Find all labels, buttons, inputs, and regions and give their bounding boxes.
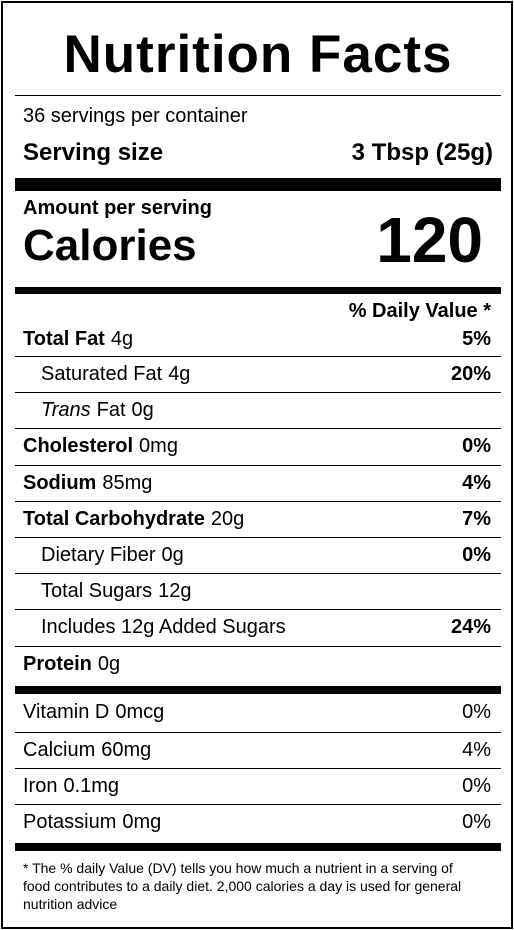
nutrient-row: Sodium 85mg 4% (15, 464, 501, 501)
nutrient-name-group: Total Sugars 12g (23, 580, 192, 603)
nutrient-amount: 0mg (122, 811, 162, 834)
daily-value: 0% (462, 544, 491, 567)
nutrient-row: Calcium 60mg 4% (15, 731, 501, 768)
nutrient-row: Total Fat 4g 5% (15, 322, 501, 356)
nutrient-name-group: Calcium 60mg (23, 739, 151, 762)
nutrient-name-group: Sodium 85mg (23, 472, 152, 495)
nutrient-list: Total Fat 4g 5% Saturated Fat 4g 20% Trans Fat 0… (15, 322, 501, 682)
nutrient-amount: 85mg (102, 471, 153, 494)
nutrient-name: Fat (96, 399, 126, 422)
servings: 36 servings per container (23, 105, 248, 127)
serving-size-value: 3 Tbsp (25g) (351, 139, 493, 166)
calories-label: Calories (23, 221, 197, 270)
nutrient-row: Includes 12g Added Sugars 24% (15, 609, 501, 645)
footnote: * The % daily Value (DV) tells you how m… (23, 859, 462, 912)
nutrient-name: Total Sugars (41, 580, 153, 603)
daily-value: 24% (450, 616, 491, 639)
nutrient-name-group: Vitamin D 0mcg (23, 701, 164, 724)
nutrient-amount: 0g (131, 399, 154, 422)
nutrient-amount: 60mg (101, 738, 152, 761)
nutrient-name-group: Potassium 0mg (23, 811, 161, 834)
nutrient-amount: 0g (97, 652, 121, 675)
nutrient-amount: 0mcg (115, 701, 165, 724)
nutrient-name: Potassium (23, 811, 117, 834)
nutrient-name-group: Includes 12g Added Sugars (23, 616, 286, 639)
thick-rule (15, 842, 501, 851)
nutrient-name: Iron (23, 775, 58, 798)
nutrient-row: Trans Fat 0g (15, 392, 501, 428)
nutrient-amount: 20g (210, 507, 245, 530)
nutrient-amount: 12g (158, 580, 192, 603)
nutrient-name-group: Iron 0.1mg (23, 775, 119, 798)
serving-size: Serving size 3 Tbsp (25g) (15, 134, 501, 172)
label-body: Nutrition Facts 36 servings per containe… (15, 3, 501, 913)
nutrient-row: Protein 0g (15, 645, 501, 682)
nutrient-name-group: Total Carbohydrate 20g (23, 508, 244, 531)
daily-value: 0% (462, 811, 491, 834)
daily-value: 0% (462, 701, 491, 724)
nutrient-row: Dietary Fiber 0g 0% (15, 536, 501, 573)
nutrient-name: Calcium (23, 738, 96, 761)
nutrient-amount: 0g (161, 544, 184, 567)
nutrient-amount: 4g (168, 363, 191, 386)
nutrient-name: Sodium (23, 471, 97, 494)
nutrient-row: Iron 0.1mg 0% (15, 767, 501, 804)
nutrient-row: Total Carbohydrate 20g 7% (15, 500, 501, 537)
amount-per-serving: Amount per serving (23, 197, 212, 219)
nutrient-row: Potassium 0mg 0% (15, 804, 501, 840)
nutrient-name-group: Total Fat 4g (23, 328, 133, 351)
daily-value: 0% (462, 435, 491, 458)
nutrient-row: Saturated Fat 4g 20% (15, 356, 501, 392)
nutrient-name: Includes 12g Added Sugars (41, 616, 286, 639)
thick-rule (15, 178, 501, 191)
nutrient-name: Cholesterol (23, 435, 134, 458)
nutrient-row: Vitamin D 0mcg 0% (15, 694, 501, 732)
nutrient-name-group: Trans Fat 0g (23, 399, 154, 422)
vitamin-list: Vitamin D 0mcg 0% Calcium 60mg 4% Iron 0.1mg 0% P… (15, 694, 501, 841)
nutrient-amount: 0.1mg (63, 775, 120, 798)
daily-value: 20% (450, 363, 491, 386)
nutrient-name-group: Cholesterol 0mg (23, 435, 178, 458)
nutrient-name-group: Saturated Fat 4g (23, 363, 190, 386)
daily-value-header: % Daily Value * (348, 300, 491, 322)
nutrient-name: Vitamin D (23, 701, 110, 724)
nutrient-row: Total Sugars 12g (15, 573, 501, 609)
calories-value: 120 (376, 204, 483, 276)
nutrient-row: Cholesterol 0mg 0% (15, 428, 501, 464)
daily-value: 7% (462, 507, 491, 530)
calories-block: Amount per serving Calories 120 (15, 191, 501, 287)
nutrient-amount: 0mg (139, 435, 178, 458)
daily-value: 0% (462, 775, 491, 798)
title: Nutrition Facts (15, 3, 501, 96)
daily-value: 4% (462, 738, 491, 761)
daily-value: 5% (462, 327, 491, 350)
nutrient-amount: 4g (110, 327, 134, 350)
nutrient-name: Saturated Fat (41, 363, 163, 386)
nutrient-name-italic: Trans (41, 399, 91, 422)
nutrient-name: Protein (23, 652, 92, 675)
nutrient-name: Dietary Fiber (41, 544, 156, 567)
thick-rule (15, 287, 501, 294)
serving-size-label: Serving size (23, 139, 164, 166)
daily-value: 4% (462, 471, 491, 494)
thick-rule (15, 685, 501, 694)
nutrient-name: Total Carbohydrate (23, 507, 205, 530)
nutrient-name-group: Protein 0g (23, 653, 120, 676)
nutrient-name-group: Dietary Fiber 0g (23, 544, 184, 567)
nutrient-name: Total Fat (23, 327, 105, 350)
